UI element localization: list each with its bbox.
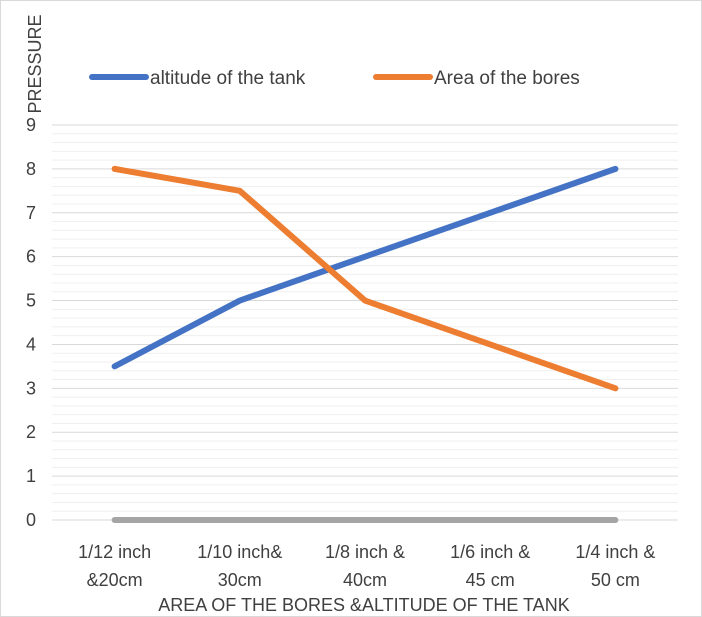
y-tick-label: 1	[26, 466, 36, 486]
x-tick-label: 1/4 inch & 50 cm	[575, 542, 655, 590]
x-tick-label-line: 30cm	[218, 570, 262, 590]
y-tick-label: 9	[26, 115, 36, 135]
x-tick-label-line: 1/10 inch&	[197, 542, 282, 562]
y-axis-title: PRESSURE	[25, 14, 45, 113]
x-tick-label-line: 1/8 inch &	[325, 542, 405, 562]
legend-label-area: Area of the bores	[434, 68, 580, 89]
x-tick-label-line: 40cm	[343, 570, 387, 590]
y-tick-labels: 0 1 2 3 4 5 6 7 8 9	[26, 115, 36, 530]
y-tick-label: 5	[26, 291, 36, 311]
x-tick-label-line: 1/4 inch &	[575, 542, 655, 562]
x-axis-title: AREA OF THE BORES &ALTITUDE OF THE TANK	[158, 595, 569, 615]
x-tick-label: 1/10 inch& 30cm	[197, 542, 282, 590]
x-tick-label: 1/8 inch & 40cm	[325, 542, 405, 590]
series-line-altitude-of-the-tank	[111, 165, 619, 370]
legend-item-area: Area of the bores	[373, 68, 580, 89]
legend-label-altitude: altitude of the tank	[150, 68, 306, 89]
x-tick-label-line: &20cm	[87, 570, 143, 590]
legend: altitude of the tank Area of the bores	[89, 68, 580, 89]
y-tick-label: 2	[26, 422, 36, 442]
x-tick-label-line: 1/12 inch	[78, 542, 151, 562]
x-tick-label-line: 1/6 inch &	[450, 542, 530, 562]
x-tick-labels: 1/12 inch &20cm 1/10 inch& 30cm 1/8 inch & 40…	[78, 542, 655, 590]
y-tick-label: 0	[26, 510, 36, 530]
y-tick-label: 4	[26, 334, 36, 354]
series-line-area-of-the-bores	[111, 165, 619, 392]
x-tick-label-line: 45 cm	[466, 570, 515, 590]
y-tick-label: 7	[26, 203, 36, 223]
x-tick-label-line: 50 cm	[591, 570, 640, 590]
legend-item-altitude: altitude of the tank	[89, 68, 306, 89]
y-tick-label: 3	[26, 378, 36, 398]
series-lines	[111, 165, 619, 523]
y-tick-label: 8	[26, 159, 36, 179]
x-tick-label: 1/12 inch &20cm	[78, 542, 151, 590]
y-tick-label: 6	[26, 247, 36, 267]
x-tick-label: 1/6 inch & 45 cm	[450, 542, 530, 590]
